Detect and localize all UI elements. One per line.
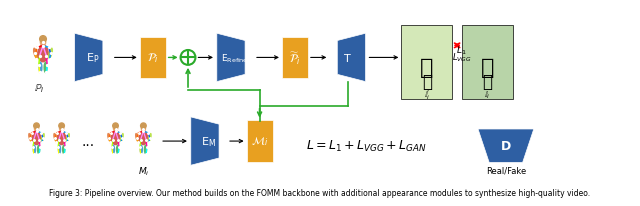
Ellipse shape — [44, 62, 47, 74]
Text: 👗: 👗 — [420, 57, 433, 77]
Ellipse shape — [41, 133, 45, 143]
Ellipse shape — [40, 39, 46, 47]
Ellipse shape — [28, 133, 33, 143]
Polygon shape — [75, 34, 103, 82]
Ellipse shape — [66, 133, 70, 143]
FancyBboxPatch shape — [461, 26, 513, 100]
Text: $\mathbb{I}^\prime_i$: $\mathbb{I}^\prime_i$ — [424, 88, 430, 102]
Text: $\widetilde{\mathcal{P}}_i$: $\widetilde{\mathcal{P}}_i$ — [289, 50, 301, 66]
FancyBboxPatch shape — [246, 121, 273, 162]
Polygon shape — [191, 117, 219, 165]
Ellipse shape — [37, 45, 49, 63]
Text: 🌸: 🌸 — [422, 72, 432, 90]
Text: Real/Fake: Real/Fake — [486, 166, 526, 174]
Circle shape — [180, 51, 195, 66]
Polygon shape — [337, 34, 365, 82]
Ellipse shape — [34, 126, 39, 132]
Text: $\mathrm{E_M}$: $\mathrm{E_M}$ — [201, 135, 216, 148]
Ellipse shape — [116, 145, 119, 154]
Ellipse shape — [138, 130, 148, 146]
Ellipse shape — [148, 133, 152, 143]
Ellipse shape — [111, 130, 120, 146]
Circle shape — [40, 36, 46, 43]
Circle shape — [59, 123, 65, 129]
Text: D: D — [500, 139, 511, 152]
Text: $\mathrm{T}$: $\mathrm{T}$ — [344, 52, 352, 64]
FancyBboxPatch shape — [282, 37, 308, 79]
Text: ...: ... — [81, 135, 94, 148]
Polygon shape — [217, 34, 245, 82]
Text: $L = L_1 + L_{VGG} + L_{GAN}$: $L = L_1 + L_{VGG} + L_{GAN}$ — [306, 138, 427, 153]
Circle shape — [141, 123, 146, 129]
Text: $\mathbb{I}_i$: $\mathbb{I}_i$ — [484, 89, 490, 101]
Text: $L_1$: $L_1$ — [456, 44, 467, 57]
Ellipse shape — [53, 133, 58, 143]
FancyBboxPatch shape — [140, 37, 166, 79]
Ellipse shape — [59, 126, 65, 132]
Ellipse shape — [48, 48, 53, 60]
Ellipse shape — [141, 126, 146, 132]
Ellipse shape — [113, 126, 118, 132]
Text: $\mathcal{M}_i$: $\mathcal{M}_i$ — [251, 135, 268, 148]
Ellipse shape — [140, 145, 143, 154]
Ellipse shape — [58, 145, 61, 154]
Ellipse shape — [31, 130, 42, 146]
Ellipse shape — [33, 145, 36, 154]
Ellipse shape — [111, 145, 115, 154]
Ellipse shape — [107, 133, 111, 143]
Ellipse shape — [144, 145, 147, 154]
Ellipse shape — [37, 145, 40, 154]
Circle shape — [34, 123, 39, 129]
Polygon shape — [478, 129, 534, 163]
Circle shape — [113, 123, 118, 129]
Ellipse shape — [120, 133, 124, 143]
Text: 🌳: 🌳 — [483, 72, 492, 90]
Text: $M_i$: $M_i$ — [138, 165, 149, 177]
Ellipse shape — [57, 130, 67, 146]
Text: 👗: 👗 — [481, 57, 494, 77]
Ellipse shape — [33, 48, 38, 60]
Ellipse shape — [62, 145, 65, 154]
Text: Figure 3: Pipeline overview. Our method builds on the FOMM backbone with additio: Figure 3: Pipeline overview. Our method … — [49, 188, 591, 197]
Ellipse shape — [135, 133, 140, 143]
Text: $\mathrm{E_P}$: $\mathrm{E_P}$ — [86, 51, 99, 65]
Text: $\mathbb{P}_i$: $\mathbb{P}_i$ — [34, 82, 45, 95]
FancyBboxPatch shape — [401, 26, 452, 100]
Text: $\mathrm{E_{Refine}}$: $\mathrm{E_{Refine}}$ — [221, 52, 248, 64]
Text: $\mathcal{P}_i$: $\mathcal{P}_i$ — [147, 51, 159, 65]
Text: $L_{VGG}$: $L_{VGG}$ — [452, 51, 472, 63]
Ellipse shape — [38, 62, 43, 74]
